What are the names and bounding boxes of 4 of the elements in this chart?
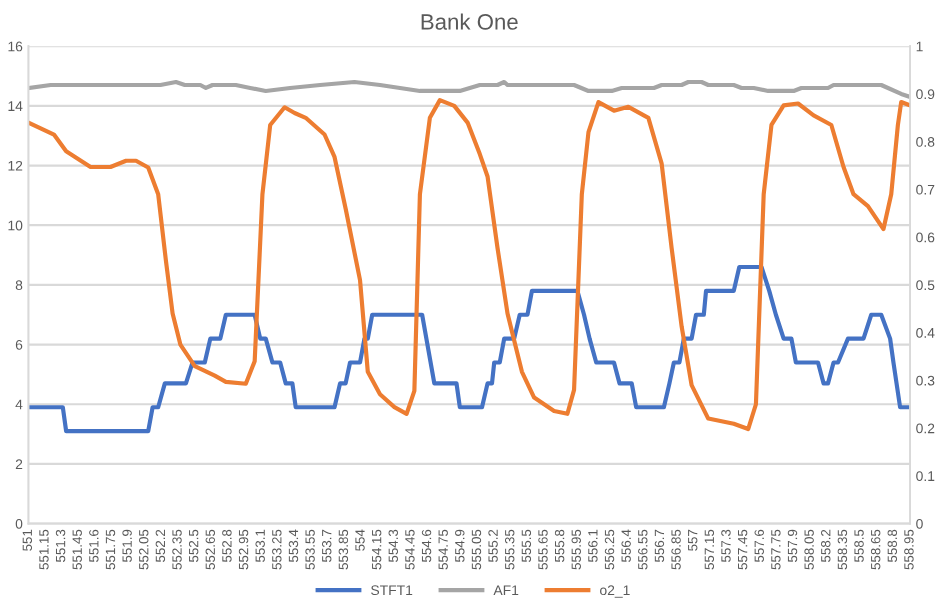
chart-title: Bank One: [421, 13, 518, 30]
line-series: [28, 79, 911, 100]
line-series: [28, 98, 911, 432]
line-series: [28, 264, 911, 434]
